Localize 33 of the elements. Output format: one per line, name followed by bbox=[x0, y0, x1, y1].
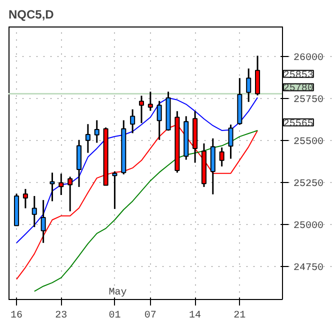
candlestick bbox=[32, 195, 37, 228]
x-tick-label: 23 bbox=[55, 310, 68, 320]
candlestick bbox=[219, 146, 224, 168]
candlestick bbox=[22, 188, 28, 210]
candlestick bbox=[68, 176, 73, 212]
candlestick bbox=[246, 68, 252, 103]
x-tick-label: 16 bbox=[10, 310, 23, 320]
y-tick-label: 26000 bbox=[294, 53, 324, 64]
candlestick bbox=[85, 123, 90, 154]
y-tick-label: 25750 bbox=[294, 95, 324, 106]
candlestick bbox=[112, 170, 118, 210]
y-tick-label: 24750 bbox=[294, 263, 324, 274]
chart-title: NQC5,D bbox=[8, 8, 54, 22]
annotation: May bbox=[108, 288, 127, 298]
candlestick bbox=[156, 100, 162, 141]
candlestick bbox=[255, 54, 260, 96]
candlestick bbox=[130, 108, 136, 134]
candlestick bbox=[148, 90, 153, 112]
x-tick-label: 07 bbox=[144, 310, 156, 320]
x-tick-label: 14 bbox=[189, 310, 202, 320]
line-series bbox=[16, 97, 258, 244]
candlestick bbox=[76, 139, 82, 188]
candlestick bbox=[50, 172, 55, 202]
candlestick bbox=[228, 124, 234, 160]
y-tick-label: 25250 bbox=[294, 179, 324, 190]
candlestick bbox=[40, 199, 46, 244]
x-tick-label: 01 bbox=[108, 310, 121, 320]
y-tick-label: 25500 bbox=[294, 137, 324, 148]
y-tick-label: 25000 bbox=[294, 221, 324, 232]
candlestick bbox=[94, 119, 100, 144]
x-tick-label: 21 bbox=[234, 310, 246, 320]
candlestick bbox=[138, 94, 144, 124]
candlestick bbox=[58, 172, 64, 196]
